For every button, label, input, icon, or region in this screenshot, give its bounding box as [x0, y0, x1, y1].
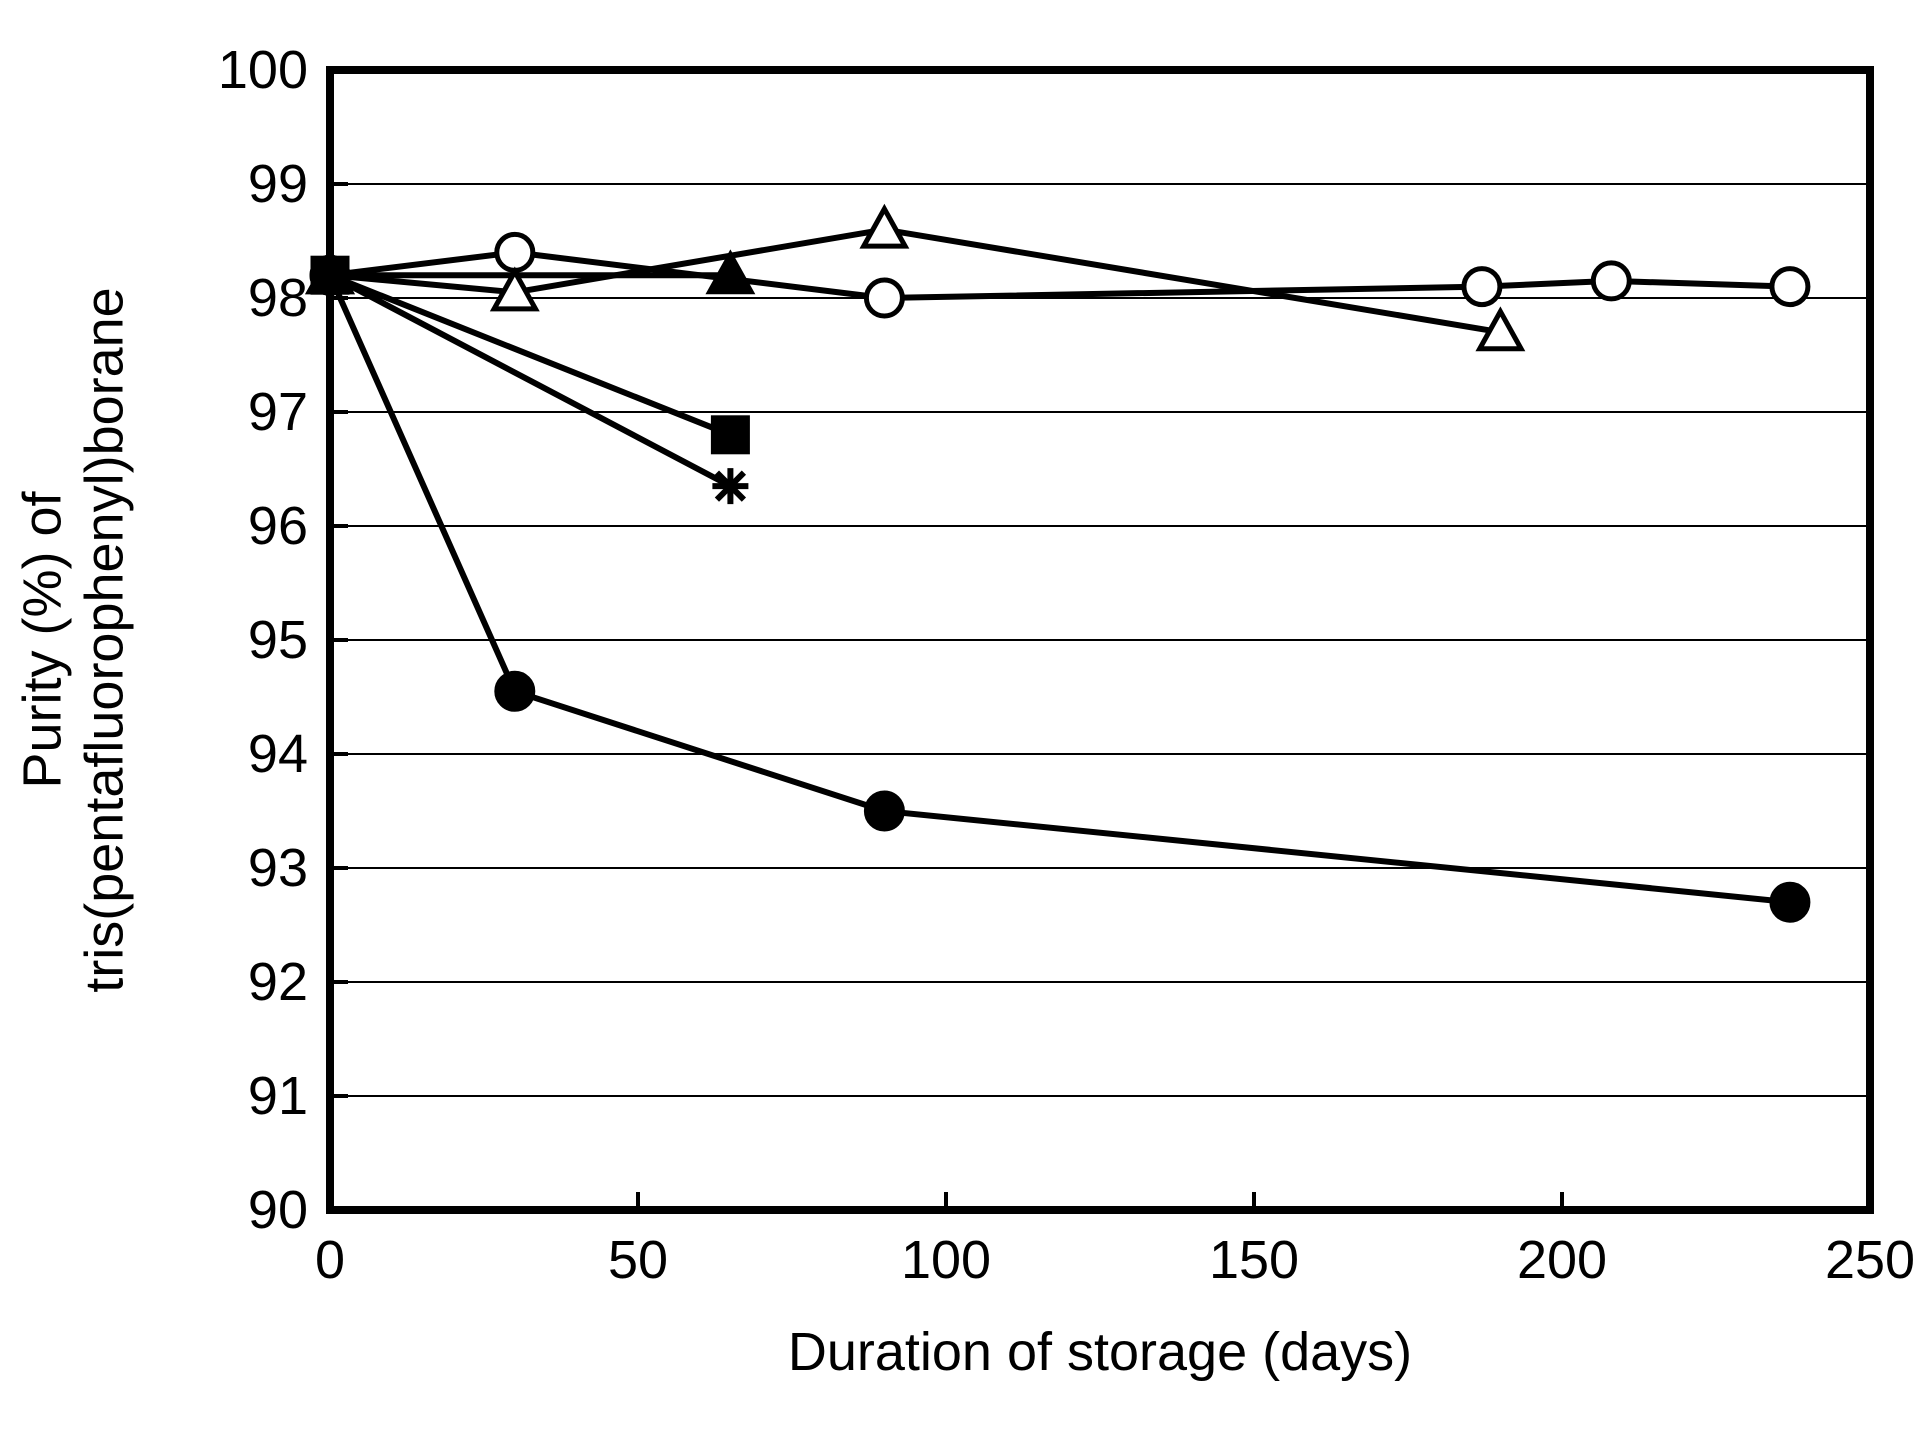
- y-tick-label: 95: [248, 610, 308, 670]
- x-tick-label: 0: [315, 1230, 345, 1290]
- y-tick-label: 97: [248, 382, 308, 442]
- y-tick-label: 99: [248, 154, 308, 214]
- y-tick-label: 96: [248, 496, 308, 556]
- y-tick-label: 93: [248, 838, 308, 898]
- y-tick-label: 91: [248, 1066, 308, 1126]
- purity-chart: 0 50 100 150 200 250 90 91 92 93 94 95 96 97 98 99 100 Du…: [0, 0, 1925, 1444]
- y-tick-label: 90: [248, 1180, 308, 1240]
- y-tick-label: 94: [248, 724, 308, 784]
- x-tick-label: 100: [901, 1230, 991, 1290]
- x-tick-label: 50: [608, 1230, 668, 1290]
- y-tick-label: 98: [248, 268, 308, 328]
- chart-container: 0 50 100 150 200 250 90 91 92 93 94 95 96 97 98 99 100 Du…: [0, 0, 1925, 1444]
- x-axis-label: Duration of storage (days): [788, 1322, 1412, 1382]
- x-tick-label: 250: [1825, 1230, 1915, 1290]
- x-tick-label: 200: [1517, 1230, 1607, 1290]
- x-tick-label: 150: [1209, 1230, 1299, 1290]
- y-tick-label: 92: [248, 952, 308, 1012]
- y-tick-label: 100: [218, 40, 308, 100]
